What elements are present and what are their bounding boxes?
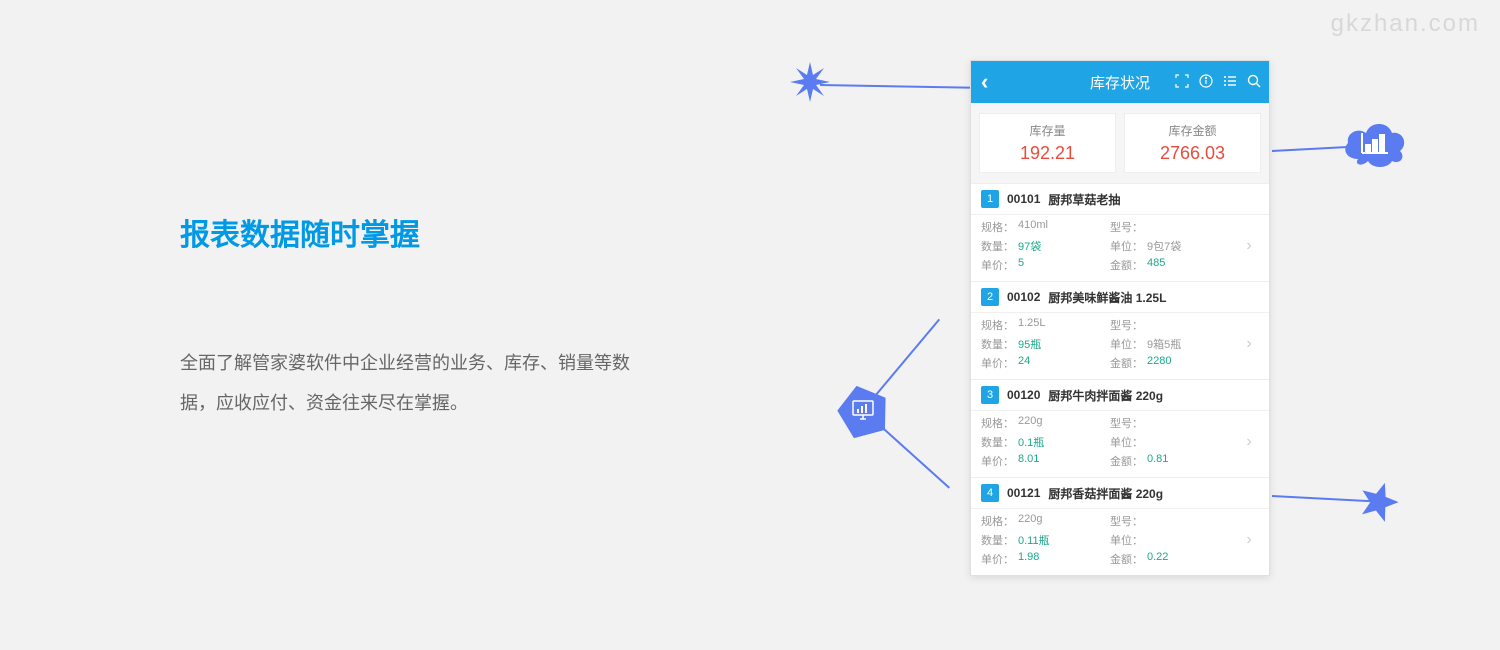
list-icon[interactable] — [1223, 74, 1237, 91]
qty-label: 数量： — [981, 532, 1014, 548]
spec-value: 410ml — [1018, 219, 1048, 235]
back-icon[interactable]: ‹ — [981, 69, 1001, 95]
left-text-block: 报表数据随时掌握 全面了解管家婆软件中企业经营的业务、库存、销量等数据，应收应付… — [180, 210, 660, 423]
star-icon — [1358, 480, 1400, 532]
info-icon[interactable] — [1199, 74, 1213, 91]
item-index-badge: 4 — [981, 484, 999, 502]
inventory-item[interactable]: 4 00121 厨邦香菇拌面酱 220g 规格：220g 型号： › 数量：0.11瓶 单位：… — [971, 477, 1269, 575]
item-header: 3 00120 厨邦牛肉拌面酱 220g — [971, 380, 1269, 411]
amount-label: 金额： — [1110, 257, 1143, 273]
connector-line — [1272, 495, 1372, 502]
spec-label: 规格： — [981, 219, 1014, 235]
inventory-item[interactable]: 3 00120 厨邦牛肉拌面酱 220g 规格：220g 型号： › 数量：0.1瓶 单位： 单… — [971, 379, 1269, 477]
spec-value: 220g — [1018, 415, 1042, 431]
app-header: ‹ 库存状况 — [971, 61, 1269, 103]
spec-value: 1.25L — [1018, 317, 1046, 333]
summary-value: 192.21 — [980, 143, 1115, 164]
connector-line — [874, 420, 950, 488]
unit-label: 单位： — [1110, 336, 1143, 352]
item-header: 1 00101 厨邦草菇老抽 — [971, 184, 1269, 215]
spec-value: 220g — [1018, 513, 1042, 529]
unit-label: 单位： — [1110, 532, 1143, 548]
item-code: 00120 — [1007, 388, 1040, 402]
summary-value: 2766.03 — [1125, 143, 1260, 164]
item-header: 4 00121 厨邦香菇拌面酱 220g — [971, 478, 1269, 509]
connector-line — [874, 319, 940, 397]
inventory-list: 100101厨邦草菇老抽规格：410ml型号：›数量：97袋单位：9包7袋单价：… — [971, 183, 1269, 575]
spec-label: 规格： — [981, 415, 1014, 431]
model-label: 型号： — [1110, 219, 1143, 235]
amount-value: 0.22 — [1147, 551, 1168, 567]
scan-icon[interactable] — [1175, 74, 1189, 91]
price-value: 1.98 — [1018, 551, 1039, 567]
item-index-badge: 1 — [981, 190, 999, 208]
phone-mockup: ‹ 库存状况 库存量 192.21 库存金额 2766.03 1 00101 — [970, 60, 1270, 576]
search-icon[interactable] — [1247, 74, 1261, 91]
item-name: 厨邦香菇拌面酱 220g — [1048, 485, 1163, 502]
item-name: 厨邦牛肉拌面酱 220g — [1048, 387, 1163, 404]
inventory-item[interactable]: 2 00102 厨邦美味鲜酱油 1.25L 规格：1.25L 型号： › 数量：95瓶 单位：… — [971, 281, 1269, 379]
item-body: 规格：220g 型号： › 数量：0.1瓶 单位： 单价：8.01 金额：0.81 — [971, 411, 1269, 477]
amount-value: 0.81 — [1147, 453, 1168, 469]
qty-label: 数量： — [981, 336, 1014, 352]
screen-title: 库存状况 — [1090, 72, 1150, 93]
chevron-right-icon: › — [1239, 219, 1259, 273]
summary-row: 库存量 192.21 库存金额 2766.03 — [971, 103, 1269, 183]
spec-label: 规格： — [981, 317, 1014, 333]
connector-line — [1272, 146, 1350, 152]
item-body: 规格：410ml 型号： › 数量：97袋 单位：9包7袋单价：5 金额：485 — [971, 215, 1269, 281]
item-body: 规格：1.25L 型号： › 数量：95瓶 单位：9箱5瓶单价：24 金额：2280 — [971, 313, 1269, 379]
model-label: 型号： — [1110, 513, 1143, 529]
summary-label: 库存量 — [980, 122, 1115, 139]
price-value: 8.01 — [1018, 453, 1039, 469]
watermark-text: gkzhan.com — [1331, 10, 1480, 38]
page-heading: 报表数据随时掌握 — [180, 210, 660, 254]
price-value: 5 — [1018, 257, 1024, 273]
item-index-badge: 2 — [981, 288, 999, 306]
item-index-badge: 3 — [981, 386, 999, 404]
unit-label: 单位： — [1110, 238, 1143, 254]
model-label: 型号： — [1110, 317, 1143, 333]
model-label: 型号： — [1110, 415, 1143, 431]
qty-value: 0.1瓶 — [1018, 434, 1044, 450]
inventory-item[interactable]: 1 00101 厨邦草菇老抽规格：410ml 型号： › 数量：97袋 单位：9包7袋单价：… — [971, 183, 1269, 281]
unit-value: 9箱5瓶 — [1147, 336, 1181, 352]
chevron-right-icon: › — [1239, 317, 1259, 371]
chevron-right-icon: › — [1239, 513, 1259, 567]
item-body: 规格：220g 型号： › 数量：0.11瓶 单位： 单价：1.98 金额：0.22 — [971, 509, 1269, 575]
starburst-icon — [790, 62, 830, 112]
qty-label: 数量： — [981, 434, 1014, 450]
unit-value: 9包7袋 — [1147, 238, 1181, 254]
cloud-chart-icon — [1340, 115, 1410, 169]
price-value: 24 — [1018, 355, 1030, 371]
summary-stock-amount[interactable]: 库存金额 2766.03 — [1124, 113, 1261, 173]
item-name: 厨邦美味鲜酱油 1.25L — [1048, 289, 1166, 306]
item-code: 00102 — [1007, 290, 1040, 304]
price-label: 单价： — [981, 257, 1014, 273]
amount-value: 2280 — [1147, 355, 1171, 371]
qty-label: 数量： — [981, 238, 1014, 254]
amount-label: 金额： — [1110, 551, 1143, 567]
spec-label: 规格： — [981, 513, 1014, 529]
amount-value: 485 — [1147, 257, 1165, 273]
unit-label: 单位： — [1110, 434, 1143, 450]
price-label: 单价： — [981, 355, 1014, 371]
item-code: 00101 — [1007, 192, 1040, 206]
chevron-right-icon: › — [1239, 415, 1259, 469]
price-label: 单价： — [981, 453, 1014, 469]
amount-label: 金额： — [1110, 355, 1143, 371]
summary-label: 库存金额 — [1125, 122, 1260, 139]
item-name: 厨邦草菇老抽 — [1048, 191, 1120, 208]
qty-value: 95瓶 — [1018, 336, 1041, 352]
price-label: 单价： — [981, 551, 1014, 567]
qty-value: 97袋 — [1018, 238, 1041, 254]
summary-stock-qty[interactable]: 库存量 192.21 — [979, 113, 1116, 173]
header-actions — [1175, 74, 1261, 91]
qty-value: 0.11瓶 — [1018, 532, 1050, 548]
amount-label: 金额： — [1110, 453, 1143, 469]
item-header: 2 00102 厨邦美味鲜酱油 1.25L — [971, 282, 1269, 313]
page-description: 全面了解管家婆软件中企业经营的业务、库存、销量等数据，应收应付、资金往来尽在掌握… — [180, 344, 660, 423]
connector-line — [820, 84, 975, 89]
item-code: 00121 — [1007, 486, 1040, 500]
